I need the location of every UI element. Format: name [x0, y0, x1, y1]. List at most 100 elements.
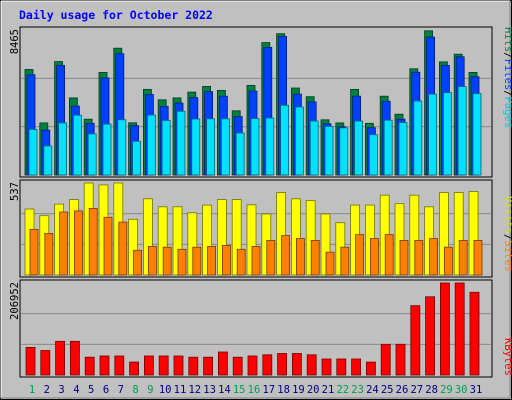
kbytes-bar [40, 350, 51, 376]
pages-bar [28, 128, 38, 176]
pages-bar [309, 120, 319, 176]
pages-bar [191, 118, 201, 176]
sites-bar [88, 207, 98, 276]
kbytes-bar [306, 354, 317, 376]
sites-bar [29, 228, 39, 276]
legend-hits: Hits [502, 27, 512, 52]
sites-bar [236, 248, 246, 276]
x-tick-label: 7 [118, 384, 124, 396]
x-tick-label: 30 [455, 384, 468, 396]
pages-bar [294, 106, 304, 176]
sites-bar [458, 239, 468, 276]
sites-bar [340, 246, 350, 276]
kbytes-bar [158, 355, 169, 376]
pages-bar [206, 118, 216, 176]
x-axis-labels: 1 2 3 4 5 6 7 8 9 10 11 12 13 14 15 16 17 18 19 20 21 22 23 24 2… [29, 384, 482, 396]
legend-pages: Pages [502, 97, 512, 129]
visits-bar [202, 204, 213, 276]
visits-bar [276, 192, 287, 276]
pages-bar [428, 93, 438, 176]
kbytes-bar [410, 305, 421, 376]
pages-bar [413, 100, 423, 176]
kbytes-bar [380, 343, 391, 376]
pages-bar [161, 120, 171, 176]
x-tick-label: 2 [44, 384, 50, 396]
pages-bar [87, 133, 97, 176]
legend-sites: Sites [502, 240, 512, 272]
x-tick-label: 8 [132, 384, 138, 396]
mid-legend: Visits/Sites [502, 196, 512, 272]
sites-bar [103, 216, 113, 276]
x-tick-label: 4 [73, 384, 79, 396]
x-tick-label: 28 [425, 384, 438, 396]
kbytes-bar [321, 358, 332, 376]
x-tick-label: 19 [292, 384, 305, 396]
pages-bar [472, 93, 482, 176]
x-tick-label: 14 [218, 384, 231, 396]
kbytes-bar [247, 355, 258, 376]
kbytes-bar [217, 351, 228, 376]
visits-bar [394, 203, 405, 276]
sites-bar [295, 238, 305, 276]
sites-bar [147, 245, 157, 276]
visits-bar [320, 213, 331, 276]
x-tick-label: 12 [188, 384, 201, 396]
pages-bar [132, 140, 142, 176]
visits-bar [290, 198, 301, 276]
legend-visits: Visits [502, 196, 512, 234]
visits-bar [216, 199, 227, 276]
x-tick-label: 26 [396, 384, 409, 396]
x-tick-label: 31 [470, 384, 483, 396]
kbytes-bar [262, 354, 273, 376]
sites-bar [325, 251, 335, 276]
sites-bar [133, 249, 143, 276]
kbytes-bar [232, 356, 243, 376]
x-tick-label: 6 [103, 384, 109, 396]
kbytes-bar [70, 340, 80, 376]
kbytes-bar [129, 361, 140, 376]
kbytes-bar [25, 346, 36, 376]
x-tick-label: 23 [351, 384, 364, 396]
kbytes-bar [395, 343, 406, 376]
x-tick-label: 11 [174, 384, 187, 396]
kbytes-bar [469, 291, 480, 376]
visits-bar [453, 192, 464, 276]
sites-bar [443, 246, 453, 276]
visits-bar [172, 206, 183, 276]
sites-bar [59, 211, 68, 276]
sites-bar [221, 244, 231, 276]
x-tick-label: 3 [58, 384, 64, 396]
chart-marks [21, 30, 491, 376]
legend-slash-1: / [502, 90, 512, 96]
x-tick-label: 27 [410, 384, 423, 396]
sites-bar [281, 235, 291, 276]
x-tick-label: 5 [88, 384, 94, 396]
visits-bar [142, 198, 153, 276]
pages-bar [176, 110, 186, 176]
x-tick-label: 9 [147, 384, 153, 396]
kbytes-bar [84, 356, 95, 376]
kbytes-bar [203, 356, 214, 376]
kbytes-bar [336, 358, 347, 376]
pages-bar [117, 119, 127, 176]
visits-bar [438, 192, 449, 276]
x-tick-label: 20 [307, 384, 320, 396]
sites-bar [414, 239, 424, 276]
kbytes-bar [291, 353, 302, 376]
sites-bar [355, 234, 365, 276]
kbytes-bar [439, 282, 450, 376]
x-tick-label: 18 [277, 384, 290, 396]
kbytes-bar [365, 361, 376, 376]
sites-bar [310, 239, 320, 276]
x-tick-label: 16 [248, 384, 261, 396]
pages-bar [398, 122, 408, 176]
x-tick-label: 13 [203, 384, 216, 396]
pages-bar [250, 118, 260, 176]
sites-bar [118, 221, 128, 276]
kbytes-bar [188, 356, 199, 376]
legend-slash-2: / [502, 52, 512, 58]
kbytes-bar [99, 355, 110, 376]
visits-bar [231, 199, 242, 276]
sites-bar [473, 239, 483, 276]
kbytes-bar [277, 353, 288, 376]
